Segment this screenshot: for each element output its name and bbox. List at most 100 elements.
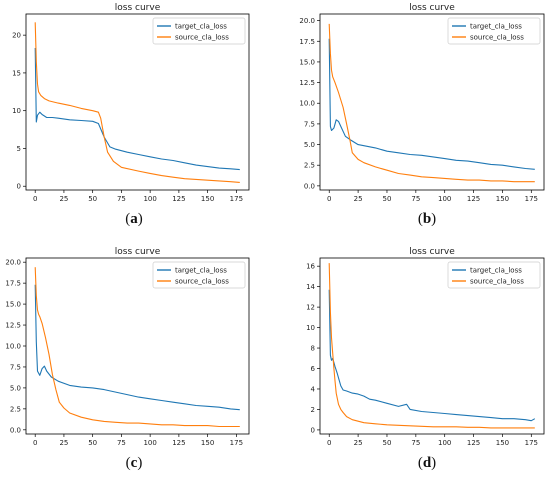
- x-tick-label: 75: [117, 439, 126, 447]
- y-tick-label: 17.5: [5, 280, 21, 288]
- legend-box: [152, 17, 246, 45]
- legend-box: [152, 261, 246, 289]
- x-tick-label: 25: [354, 195, 363, 203]
- x-tick-label: 75: [411, 195, 420, 203]
- x-tick-label: 125: [172, 195, 185, 203]
- legend-label-target-cla-loss: target_cla_loss: [470, 267, 522, 275]
- x-tick-label: 150: [496, 439, 509, 447]
- panel-c: loss curve 0 25 50 75 100 125 150 175 0.0 2.5 5.0 7.…: [5, 247, 250, 447]
- legend-label-target-cla-loss: target_cla_loss: [175, 267, 227, 275]
- y-tick-label: 15.0: [299, 58, 315, 66]
- x-tick-label: 50: [383, 195, 392, 203]
- series-line-target-cla-loss: [34, 284, 240, 411]
- x-tick-label: 125: [467, 195, 480, 203]
- legend-box: [447, 261, 541, 289]
- x-tick-label: 0: [327, 439, 331, 447]
- x-tick-label: 75: [117, 195, 126, 203]
- y-tick-label: 10.0: [299, 100, 315, 108]
- chart-title: loss curve: [409, 247, 455, 257]
- panel-d: loss curve 0 25 50 75 100 125 150 175 0 2 4 6 8 10 12 14…: [306, 247, 545, 447]
- chart-title: loss curve: [409, 3, 455, 13]
- y-tick-label: 2.5: [304, 162, 315, 170]
- legend-label-source-cla-loss: source_cla_loss: [175, 278, 229, 286]
- series-line-target-cla-loss: [34, 47, 240, 171]
- x-tick-label: 25: [59, 439, 68, 447]
- x-tick-label: 25: [354, 439, 363, 447]
- panel-a: loss curve 0 25 50 75 100 125 150 175 0 5 10 15 20 tar…: [12, 3, 250, 203]
- chart-title: loss curve: [115, 3, 161, 13]
- legend-label-source-cla-loss: source_cla_loss: [175, 34, 229, 42]
- x-tick-label: 175: [230, 195, 243, 203]
- y-tick-label: 16: [306, 263, 315, 271]
- x-tick-label: 0: [33, 195, 37, 203]
- x-tick-label: 150: [201, 195, 214, 203]
- x-tick-label: 125: [467, 439, 480, 447]
- x-tick-label: 100: [143, 439, 156, 447]
- panel-caption-b: (b): [417, 211, 437, 227]
- y-tick-label: 15: [12, 69, 21, 77]
- x-tick-label: 100: [438, 195, 451, 203]
- y-tick-label: 2.5: [10, 405, 21, 413]
- y-tick-label: 20: [12, 32, 21, 40]
- panel-caption-d: (d): [417, 455, 437, 471]
- plot-frame: [319, 257, 545, 435]
- x-tick-label: 175: [525, 195, 538, 203]
- legend-label-source-cla-loss: source_cla_loss: [470, 278, 524, 286]
- y-tick-label: 20.0: [5, 259, 21, 267]
- y-tick-label: 15.0: [5, 301, 21, 309]
- legend-label-target-cla-loss: target_cla_loss: [470, 23, 522, 31]
- x-tick-label: 175: [525, 439, 538, 447]
- x-tick-label: 100: [143, 195, 156, 203]
- y-tick-label: 12.5: [299, 79, 315, 87]
- x-tick-label: 50: [88, 439, 97, 447]
- series-line-source-cla-loss: [34, 267, 240, 428]
- legend-box: [447, 17, 541, 45]
- y-tick-label: 4: [311, 385, 316, 393]
- x-tick-label: 125: [172, 439, 185, 447]
- y-tick-label: 0: [311, 426, 315, 434]
- x-tick-label: 175: [230, 439, 243, 447]
- series-line-source-cla-loss: [328, 23, 535, 183]
- series-line-source-cla-loss: [34, 22, 240, 183]
- series-line-target-cla-loss: [328, 38, 535, 170]
- y-tick-label: 10: [306, 324, 315, 332]
- x-tick-label: 50: [383, 439, 392, 447]
- y-tick-label: 7.5: [304, 120, 315, 128]
- x-tick-label: 0: [327, 195, 331, 203]
- plot-frame: [319, 13, 545, 191]
- legend-label-source-cla-loss: source_cla_loss: [470, 34, 524, 42]
- y-tick-label: 5.0: [304, 141, 315, 149]
- y-tick-label: 0.0: [304, 182, 315, 190]
- x-tick-label: 100: [438, 439, 451, 447]
- plot-frame: [25, 13, 250, 191]
- y-tick-label: 10.0: [5, 343, 21, 351]
- y-tick-label: 0: [17, 183, 21, 191]
- y-tick-label: 14: [306, 283, 315, 291]
- y-tick-label: 20.0: [299, 17, 315, 25]
- y-tick-label: 8: [311, 345, 315, 353]
- series-line-source-cla-loss: [328, 263, 535, 429]
- x-tick-label: 50: [88, 195, 97, 203]
- x-tick-label: 150: [496, 195, 509, 203]
- series-line-target-cla-loss: [328, 289, 536, 422]
- y-tick-label: 0.0: [10, 426, 21, 434]
- y-tick-label: 2: [311, 406, 315, 414]
- y-tick-label: 5: [17, 145, 21, 153]
- panel-caption-c: (c): [125, 455, 143, 471]
- y-tick-label: 6: [311, 365, 316, 373]
- y-tick-label: 5.0: [10, 384, 21, 392]
- y-tick-label: 7.5: [10, 363, 21, 371]
- y-tick-label: 12.5: [5, 322, 21, 330]
- y-tick-label: 12: [306, 304, 315, 312]
- panel-b: loss curve 0 25 50 75 100 125 150 175 0.0 2.5 5.0 7.…: [299, 3, 545, 203]
- y-tick-label: 10: [12, 107, 21, 115]
- x-tick-label: 75: [411, 439, 420, 447]
- chart-title: loss curve: [115, 247, 161, 257]
- x-tick-label: 150: [201, 439, 214, 447]
- x-tick-label: 0: [33, 439, 37, 447]
- y-tick-label: 17.5: [299, 38, 315, 46]
- legend-label-target-cla-loss: target_cla_loss: [175, 23, 227, 31]
- panel-caption-a: (a): [125, 211, 143, 227]
- x-tick-label: 25: [59, 195, 68, 203]
